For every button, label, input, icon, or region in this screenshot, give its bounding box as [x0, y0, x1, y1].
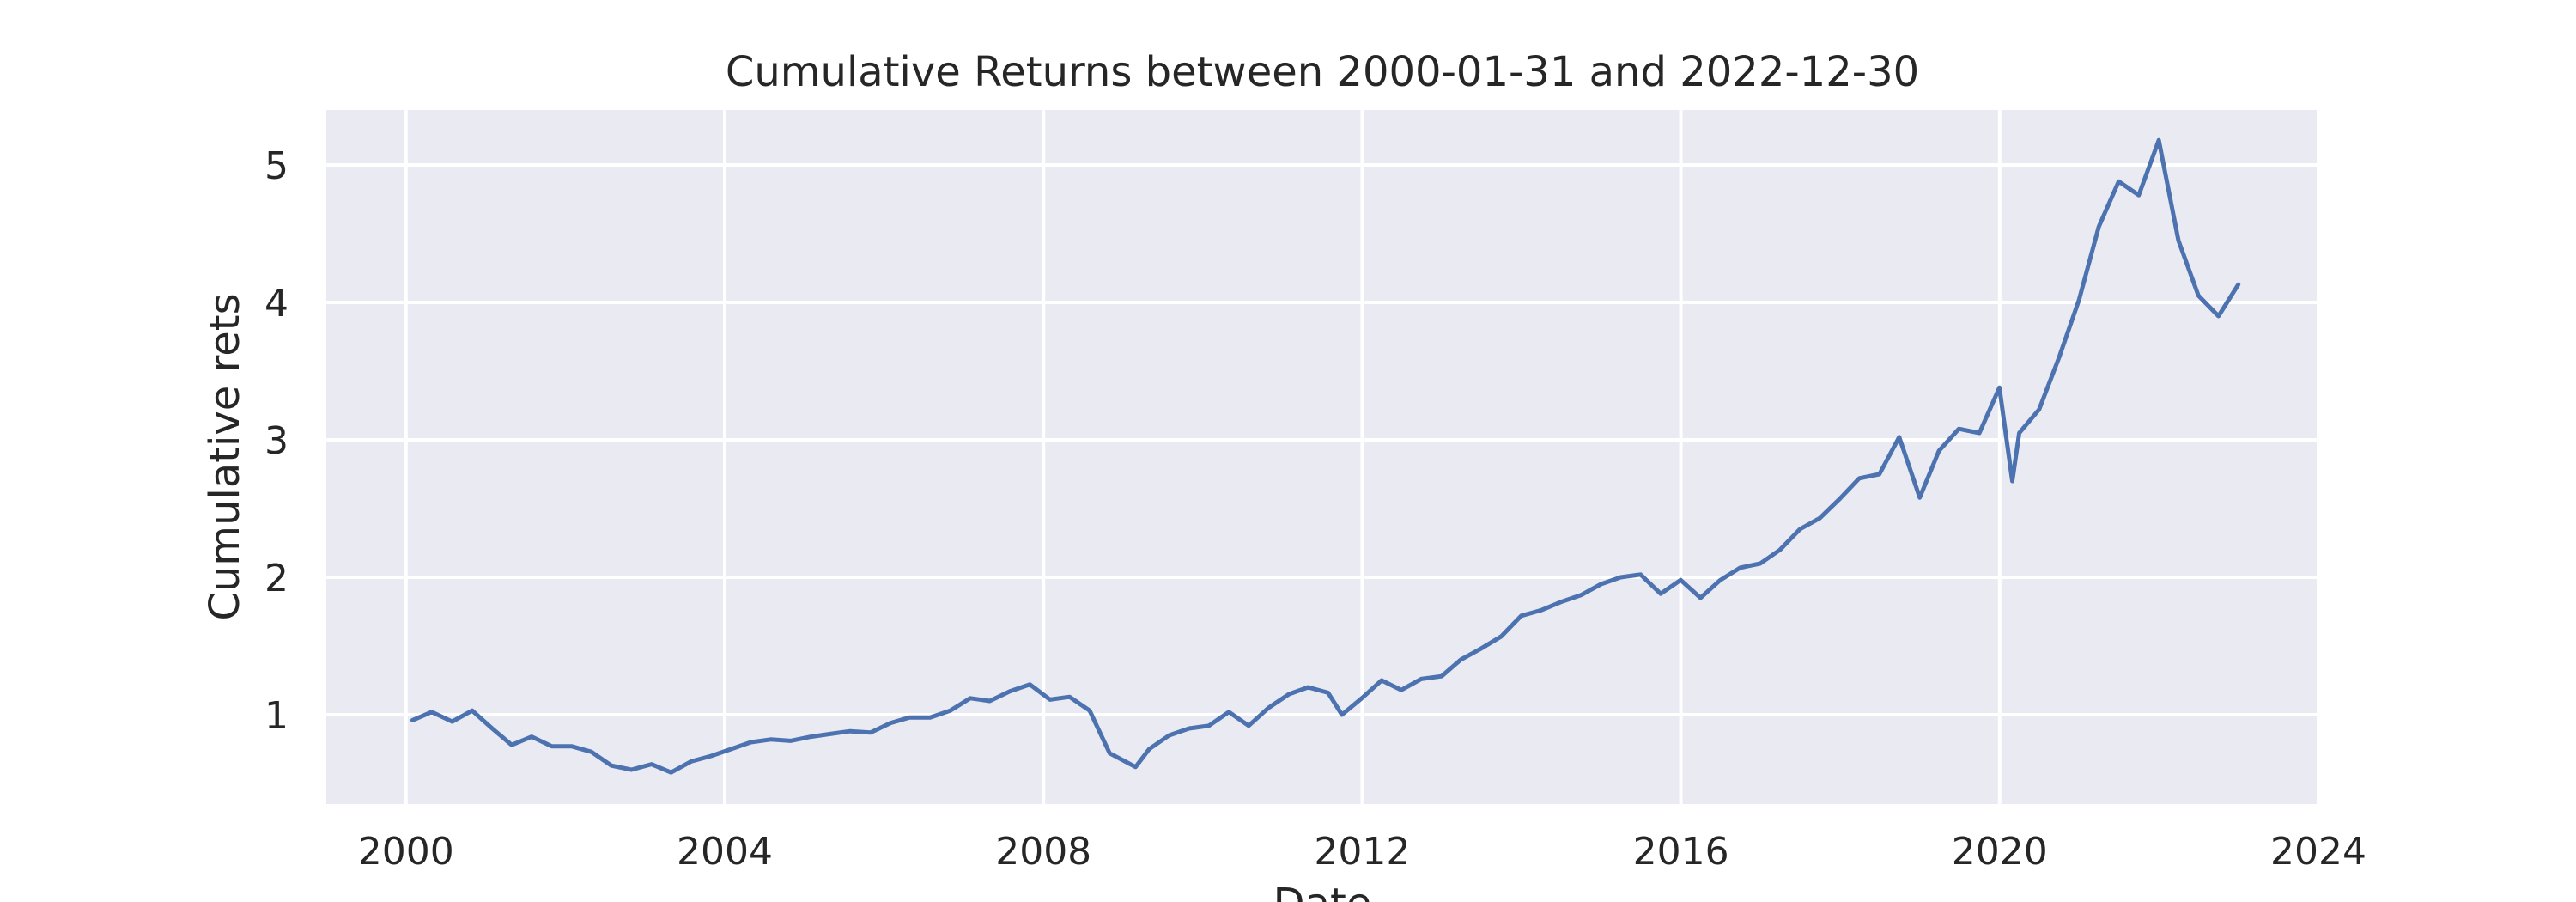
x-tick-labels: 2000 2004 2008 2012 2016 2020 2024: [358, 830, 2366, 874]
x-tick-label: 2008: [995, 830, 1091, 874]
x-tick-label: 2024: [2270, 830, 2366, 874]
series-group: [410, 137, 2241, 775]
series-line: [410, 137, 2241, 775]
x-tick-label: 2004: [677, 830, 773, 874]
y-tick-label: 3: [264, 419, 289, 463]
x-axis-label: Date: [1273, 880, 1372, 902]
chart-title: Cumulative Returns between 2000-01-31 an…: [726, 48, 1919, 96]
y-tick-label: 2: [264, 557, 289, 600]
x-tick-label: 2000: [358, 830, 454, 874]
plot-area: [326, 110, 2318, 804]
y-tick-labels: 1 2 3 4 5: [264, 144, 289, 738]
x-tick-label: 2016: [1633, 830, 1729, 874]
y-tick-label: 4: [264, 282, 289, 326]
grid-lines: [326, 110, 2320, 804]
x-tick-label: 2012: [1314, 830, 1410, 874]
y-axis-label: Cumulative rets: [201, 293, 249, 620]
x-tick-label: 2020: [1952, 830, 2048, 874]
y-tick-label: 5: [264, 144, 289, 188]
y-tick-label: 1: [264, 694, 289, 738]
